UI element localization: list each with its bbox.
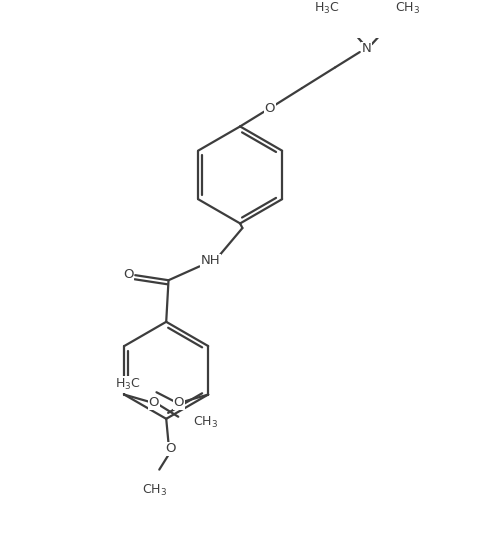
Text: O: O: [264, 102, 275, 116]
Text: H$_3$C: H$_3$C: [314, 1, 340, 15]
Text: CH$_3$: CH$_3$: [193, 415, 218, 430]
Text: O: O: [123, 268, 134, 281]
Text: O: O: [166, 442, 176, 455]
Text: NH: NH: [200, 254, 220, 267]
Text: O: O: [173, 397, 184, 409]
Text: O: O: [148, 397, 159, 409]
Text: N: N: [362, 42, 371, 56]
Text: CH$_3$: CH$_3$: [142, 482, 167, 498]
Text: CH$_3$: CH$_3$: [395, 2, 420, 16]
Text: H$_3$C: H$_3$C: [115, 377, 141, 392]
